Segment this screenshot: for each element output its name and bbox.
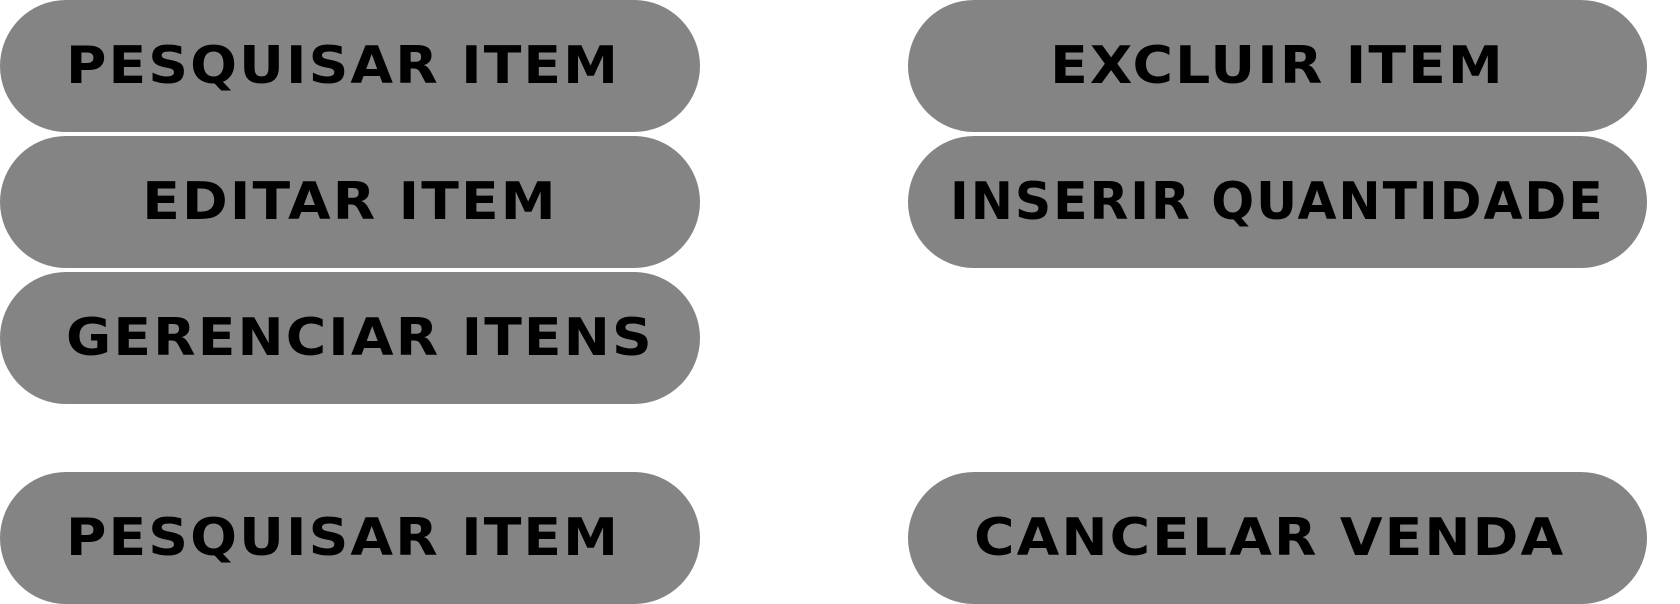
search-item-button-secondary[interactable]: PESQUISAR ITEM xyxy=(0,472,700,604)
manage-items-button[interactable]: GERENCIAR ITENS xyxy=(0,272,700,404)
manage-items-label: GERENCIAR ITENS xyxy=(66,308,654,368)
search-item-button[interactable]: PESQUISAR ITEM xyxy=(0,0,700,132)
cancel-sale-button[interactable]: CANCELAR VENDA xyxy=(908,472,1647,604)
search-item-label-secondary: PESQUISAR ITEM xyxy=(66,508,621,568)
insert-quantity-button[interactable]: INSERIR QUANTIDADE xyxy=(908,136,1647,268)
search-item-label: PESQUISAR ITEM xyxy=(66,36,621,96)
edit-item-label: EDITAR ITEM xyxy=(142,172,558,232)
cancel-sale-label: CANCELAR VENDA xyxy=(974,508,1566,568)
edit-item-button[interactable]: EDITAR ITEM xyxy=(0,136,700,268)
delete-item-label: EXCLUIR ITEM xyxy=(1050,36,1505,96)
delete-item-button[interactable]: EXCLUIR ITEM xyxy=(908,0,1647,132)
insert-quantity-label: INSERIR QUANTIDADE xyxy=(950,172,1605,232)
